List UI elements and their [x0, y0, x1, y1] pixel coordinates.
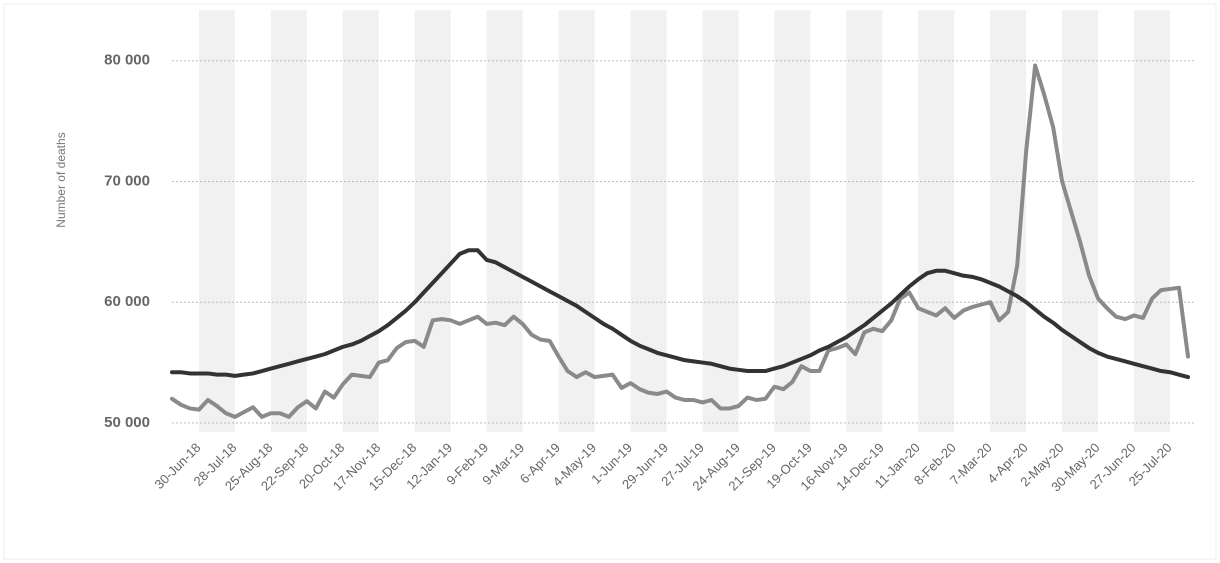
band [1134, 10, 1171, 432]
y-tick-label: 50 000 [104, 414, 150, 431]
band [918, 10, 955, 432]
data-line [170, 63, 1190, 419]
y-tick-label: 60 000 [104, 293, 150, 310]
band [558, 10, 595, 432]
y-tick-label: 80 000 [104, 52, 150, 69]
band [846, 10, 883, 432]
band [342, 10, 379, 432]
bands [198, 10, 1171, 432]
y-tick-label: 70 000 [104, 172, 150, 189]
band [198, 10, 235, 432]
band [630, 10, 667, 432]
data-line [170, 248, 1190, 380]
band [486, 10, 523, 432]
band [1062, 10, 1099, 432]
band [414, 10, 451, 432]
y-axis-label: Number of deaths [54, 132, 68, 227]
